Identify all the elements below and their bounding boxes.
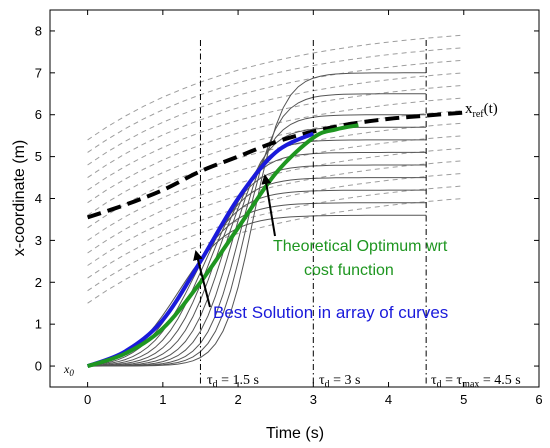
vline-label-3: τd = τmax = 4.5 s	[431, 373, 521, 390]
dashed-curve	[87, 147, 464, 254]
annotation-best-solution: Best Solution in array of curves	[213, 303, 448, 322]
x-tick-label: 5	[460, 392, 467, 407]
annotation-optimum-line1: Theoretical Optimum wrt	[273, 238, 448, 255]
y-tick-label: 0	[35, 359, 42, 374]
plot-background	[50, 10, 539, 387]
y-tick-label: 7	[35, 65, 42, 80]
vline-label-2: τd = 3 s	[319, 373, 360, 390]
x-tick-label: 2	[234, 392, 241, 407]
y-tick-label: 5	[35, 149, 42, 164]
y-tick-label: 3	[35, 233, 42, 248]
solution-curve	[87, 177, 427, 367]
dashed-curve	[87, 185, 464, 292]
x-tick-label: 6	[535, 392, 542, 407]
dashed-curve	[87, 34, 464, 141]
y-tick-label: 6	[35, 107, 42, 122]
x-tick-label: 4	[385, 392, 392, 407]
dashed-curve	[87, 160, 464, 266]
arrow-best-solution	[193, 250, 211, 308]
arrow-optimum	[261, 174, 276, 237]
y-tick-label: 8	[35, 23, 42, 38]
decision-time-lines	[199, 40, 427, 387]
dashed-curve-family	[87, 34, 464, 304]
axis-ticks: 0 1 2 3 4 5 6 0 1 2 3 4 5 6 7 8	[35, 10, 543, 407]
y-tick-label: 1	[35, 317, 42, 332]
x-axis-title: Time (s)	[266, 425, 324, 442]
x0-label: x0	[63, 362, 74, 378]
highlighted-series	[86, 123, 359, 369]
reference-trajectory	[86, 110, 464, 220]
dashed-curve	[87, 198, 464, 304]
x-tick-label: 1	[159, 392, 166, 407]
dashed-curve	[87, 59, 464, 166]
theoretical-optimum-line	[86, 123, 359, 369]
y-tick-label: 2	[35, 275, 42, 290]
dashed-curve	[87, 72, 464, 179]
dashed-curve	[87, 97, 464, 204]
y-tick-label: 4	[35, 191, 42, 206]
dashed-curve	[87, 84, 464, 191]
annotation-optimum-line2: cost function	[304, 262, 394, 279]
dashed-curve	[87, 47, 464, 153]
dashed-curve	[87, 110, 464, 216]
solution-curve	[87, 164, 427, 367]
dashed-curve	[87, 135, 464, 241]
y-axis-title: x-coordinate (m)	[11, 140, 28, 256]
x-tick-label: 3	[310, 392, 317, 407]
vline-label-1: τd = 1.5 s	[207, 373, 259, 390]
dashed-curve	[87, 172, 464, 279]
dashed-curve	[87, 122, 464, 229]
x-tick-label: 0	[84, 392, 91, 407]
reference-line	[86, 110, 464, 220]
